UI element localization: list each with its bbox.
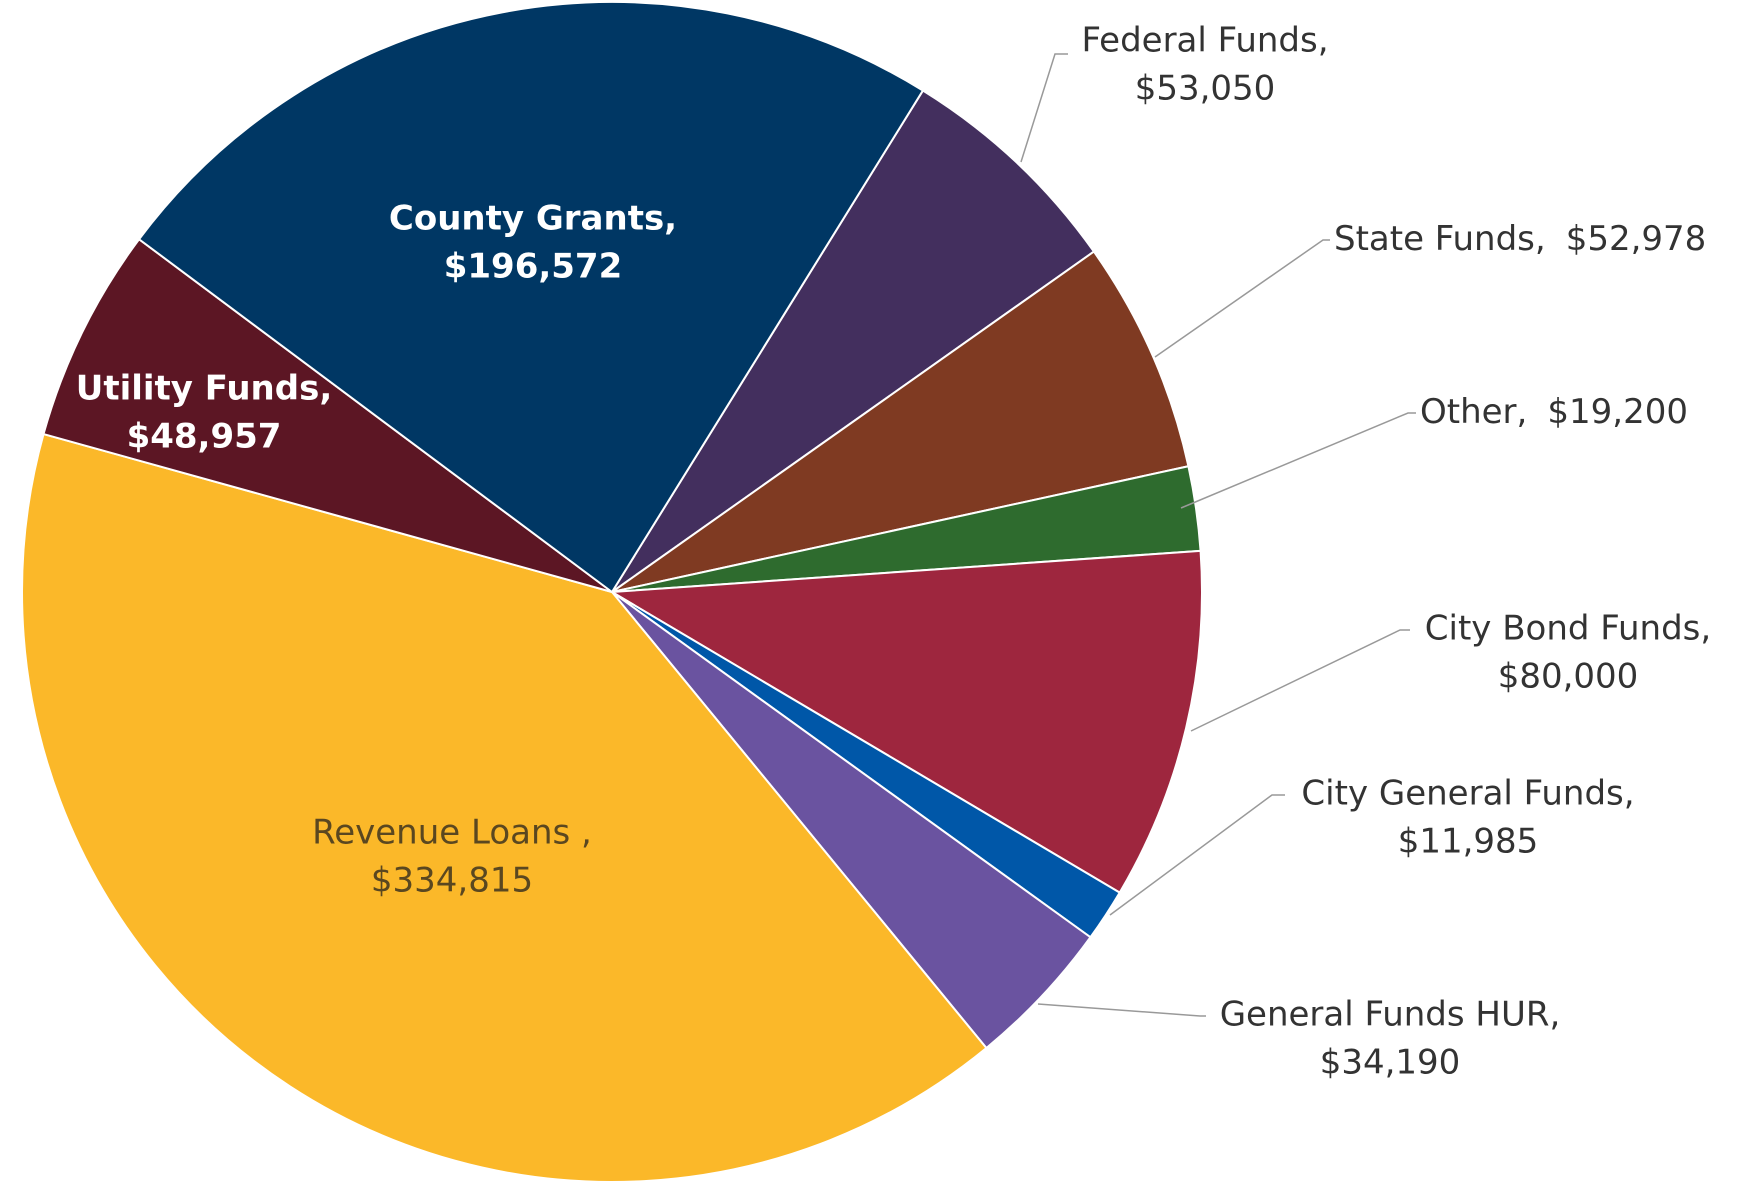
pie-slice (608, 549, 1203, 894)
pie-slice (21, 432, 988, 1182)
value-label: $34,190 (1320, 1043, 1461, 1083)
leader-line (1109, 794, 1285, 916)
value-label: $196,572 (444, 247, 623, 287)
slice-label: State Funds, $52,978 (1334, 219, 1706, 259)
category-label: Revenue Loans , (312, 813, 592, 853)
category-label: Utility Funds, (76, 369, 333, 409)
value-label: $52,978 (1566, 219, 1707, 259)
leader-line (1190, 629, 1410, 732)
pie-slice (611, 250, 1190, 593)
value-label: $11,985 (1398, 822, 1539, 862)
value-label: $53,050 (1135, 69, 1276, 109)
category-label: State Funds, (1334, 219, 1546, 259)
category-label: Federal Funds, (1081, 21, 1328, 61)
category-label: General Funds HUR, (1220, 995, 1561, 1035)
category-label: Other, (1420, 392, 1527, 432)
category-label: County Grants, (389, 199, 677, 239)
pie-slice (42, 237, 613, 593)
leader-line (1037, 1003, 1206, 1017)
pie-slice (137, 1, 925, 594)
value-label: $80,000 (1498, 657, 1639, 697)
leader-line (1020, 53, 1068, 163)
pie-slice (611, 89, 1096, 593)
slice-label: Other, $19,200 (1420, 392, 1688, 432)
leader-line (1154, 239, 1330, 358)
value-label: $334,815 (371, 861, 533, 901)
leader-line (1180, 412, 1416, 509)
value-label: $48,957 (127, 417, 282, 457)
value-label: $19,200 (1547, 392, 1688, 432)
category-label: City General Funds, (1301, 774, 1634, 814)
category-label: City Bond Funds, (1425, 609, 1711, 649)
